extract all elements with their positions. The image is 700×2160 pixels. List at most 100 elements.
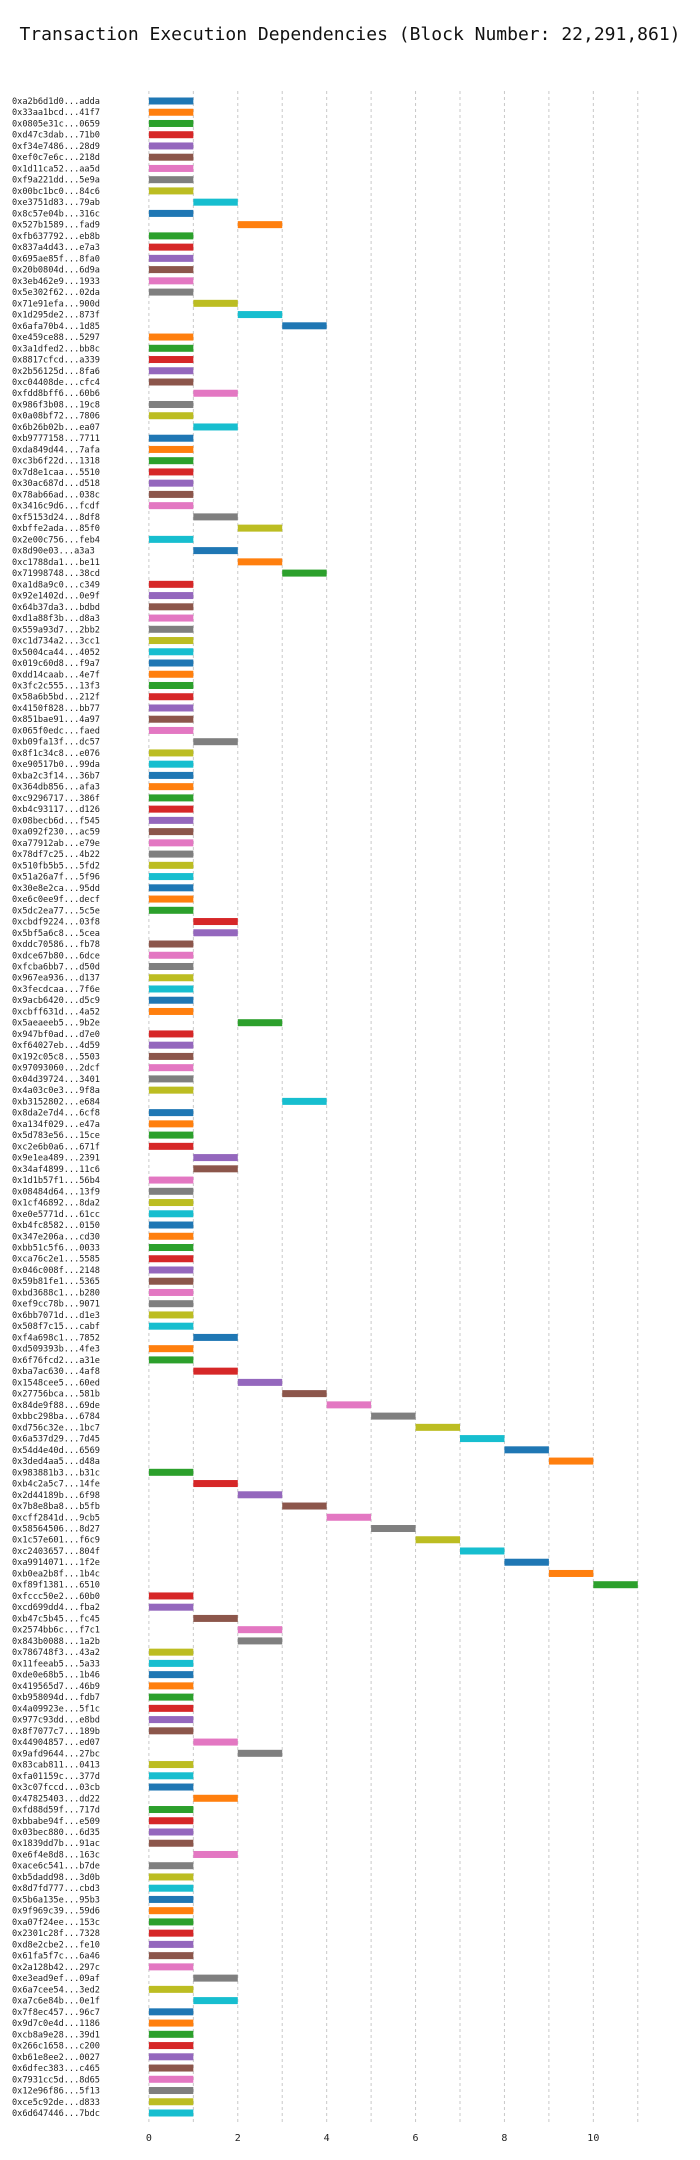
bar — [193, 1974, 238, 1982]
bar — [148, 906, 194, 914]
bar — [237, 311, 283, 319]
bar — [593, 1581, 638, 1589]
y-tick-label: 0x78ab66ad...038c — [12, 490, 100, 500]
y-tick-label: 0x843b0088...1a2b — [12, 1637, 100, 1647]
bar — [193, 1794, 238, 1802]
bar — [148, 344, 194, 352]
bar — [148, 97, 194, 105]
y-tick-label: 0xcb8a9e28...39d1 — [12, 2030, 100, 2040]
y-tick-label: 0xfdd8bff6...60b6 — [12, 389, 100, 399]
bar — [148, 805, 194, 813]
bar — [148, 288, 194, 296]
bar — [148, 637, 194, 645]
y-tick-label: 0xfccc50e2...60b0 — [12, 1592, 100, 1602]
y-tick-label: 0x983881b3...b31c — [12, 1468, 100, 1478]
bar — [148, 1300, 194, 1308]
bar — [193, 1154, 238, 1162]
y-tick-label: 0xcd699dd4...fba2 — [12, 1603, 100, 1613]
bar — [148, 1052, 194, 1060]
bar — [282, 322, 327, 330]
y-tick-label: 0xe3ead9ef...09af — [12, 1974, 100, 1984]
x-tick-label: 8 — [501, 2133, 507, 2144]
y-tick-label: 0x7b8e8ba8...b5fb — [12, 1502, 100, 1512]
y-tick-label: 0x71998748...38cd — [12, 569, 100, 579]
y-tick-label: 0x7931cc5d...8d65 — [12, 2075, 100, 2085]
bar — [193, 513, 238, 521]
bar — [148, 1176, 194, 1184]
bar — [148, 2109, 194, 2117]
y-tick-label: 0x04d39724...3401 — [12, 1075, 100, 1085]
y-tick-label: 0xf5153d24...8df8 — [12, 513, 100, 523]
bar — [237, 1626, 283, 1634]
bar — [148, 1918, 194, 1926]
y-tick-label: 0x3fc2c555...13f3 — [12, 681, 100, 691]
bar — [148, 1120, 194, 1128]
bar — [148, 1345, 194, 1353]
bar — [148, 771, 194, 779]
y-tick-label: 0xc2e6b0a6...671f — [12, 1142, 100, 1152]
bar — [148, 681, 194, 689]
bar — [148, 490, 194, 498]
y-tick-label: 0xb0ea2b8f...1b4c — [12, 1569, 100, 1579]
y-tick-label: 0xfd88d59f...717d — [12, 1806, 100, 1816]
bar — [148, 2053, 194, 2061]
y-tick-label: 0x9d7c0e4d...1186 — [12, 2019, 100, 2029]
y-tick-label: 0xddc70586...fb78 — [12, 940, 100, 950]
y-tick-label: 0x9f969c39...59d6 — [12, 1907, 100, 1917]
bar — [148, 232, 194, 240]
y-tick-label: 0x8817cfcd...a339 — [12, 356, 100, 366]
bar — [148, 726, 194, 734]
y-tick-label: 0x192c05c8...5503 — [12, 1052, 100, 1062]
bar — [371, 1525, 416, 1533]
bar — [148, 1255, 194, 1263]
chart-title: Transaction Execution Dependencies (Bloc… — [19, 24, 680, 45]
y-tick-label: 0x364db856...afa3 — [12, 783, 100, 793]
bar — [193, 1614, 238, 1622]
y-tick-label: 0x9e1ea489...2391 — [12, 1154, 100, 1164]
y-tick-label: 0xd1a88f3b...d8a3 — [12, 614, 100, 624]
y-tick-label: 0xce5c92de...d833 — [12, 2098, 100, 2108]
y-tick-label: 0xfcba6bb7...d50d — [12, 962, 100, 972]
bar — [237, 1637, 283, 1645]
y-tick-label: 0xbffe2ada...85f0 — [12, 524, 100, 534]
bar — [148, 1817, 194, 1825]
y-tick-label: 0xc9296717...386f — [12, 794, 100, 804]
bar — [148, 592, 194, 600]
bar — [148, 254, 194, 262]
bar — [237, 524, 283, 532]
y-tick-label: 0x527b1589...fad9 — [12, 221, 100, 231]
y-tick-label: 0xa092f230...ac59 — [12, 828, 100, 838]
y-tick-label: 0xfb637792...eb8b — [12, 232, 100, 242]
y-tick-label: 0x5d783e56...15ce — [12, 1131, 100, 1141]
y-tick-label: 0x4a09923e...5f1c — [12, 1704, 100, 1714]
bar — [193, 1333, 238, 1341]
y-tick-label: 0xa134f029...e47a — [12, 1120, 100, 1130]
bar — [148, 839, 194, 847]
y-tick-label: 0x33aa1bcd...41f7 — [12, 108, 100, 118]
bar — [148, 479, 194, 487]
bar — [148, 1356, 194, 1364]
bar — [148, 850, 194, 858]
bar — [193, 1850, 238, 1858]
y-tick-label: 0x3fecdcaa...7f6e — [12, 985, 100, 995]
bar — [148, 603, 194, 611]
y-tick-label: 0x44904857...ed07 — [12, 1738, 100, 1748]
bar — [237, 1491, 283, 1499]
y-tick-label: 0x065f0edc...faed — [12, 726, 100, 736]
bars — [148, 97, 638, 2117]
y-tick-label: 0xf34e7486...28d9 — [12, 142, 100, 152]
bar — [504, 1446, 549, 1454]
bar — [148, 2008, 194, 2016]
y-tick-label: 0x58564506...8d27 — [12, 1525, 100, 1535]
y-tick-label: 0xcbff631d...4a52 — [12, 1007, 100, 1017]
y-tick-label: 0x046c008f...2148 — [12, 1266, 100, 1276]
y-tick-label: 0x967ea936...d137 — [12, 974, 100, 984]
bar — [148, 1109, 194, 1117]
bar — [148, 1086, 194, 1094]
bar — [148, 1884, 194, 1892]
y-tick-label: 0xd47c3dab...71b0 — [12, 131, 100, 141]
bar — [148, 2019, 194, 2027]
bar — [148, 356, 194, 364]
bar — [237, 558, 283, 566]
y-tick-label: 0xb3152802...e684 — [12, 1097, 100, 1107]
